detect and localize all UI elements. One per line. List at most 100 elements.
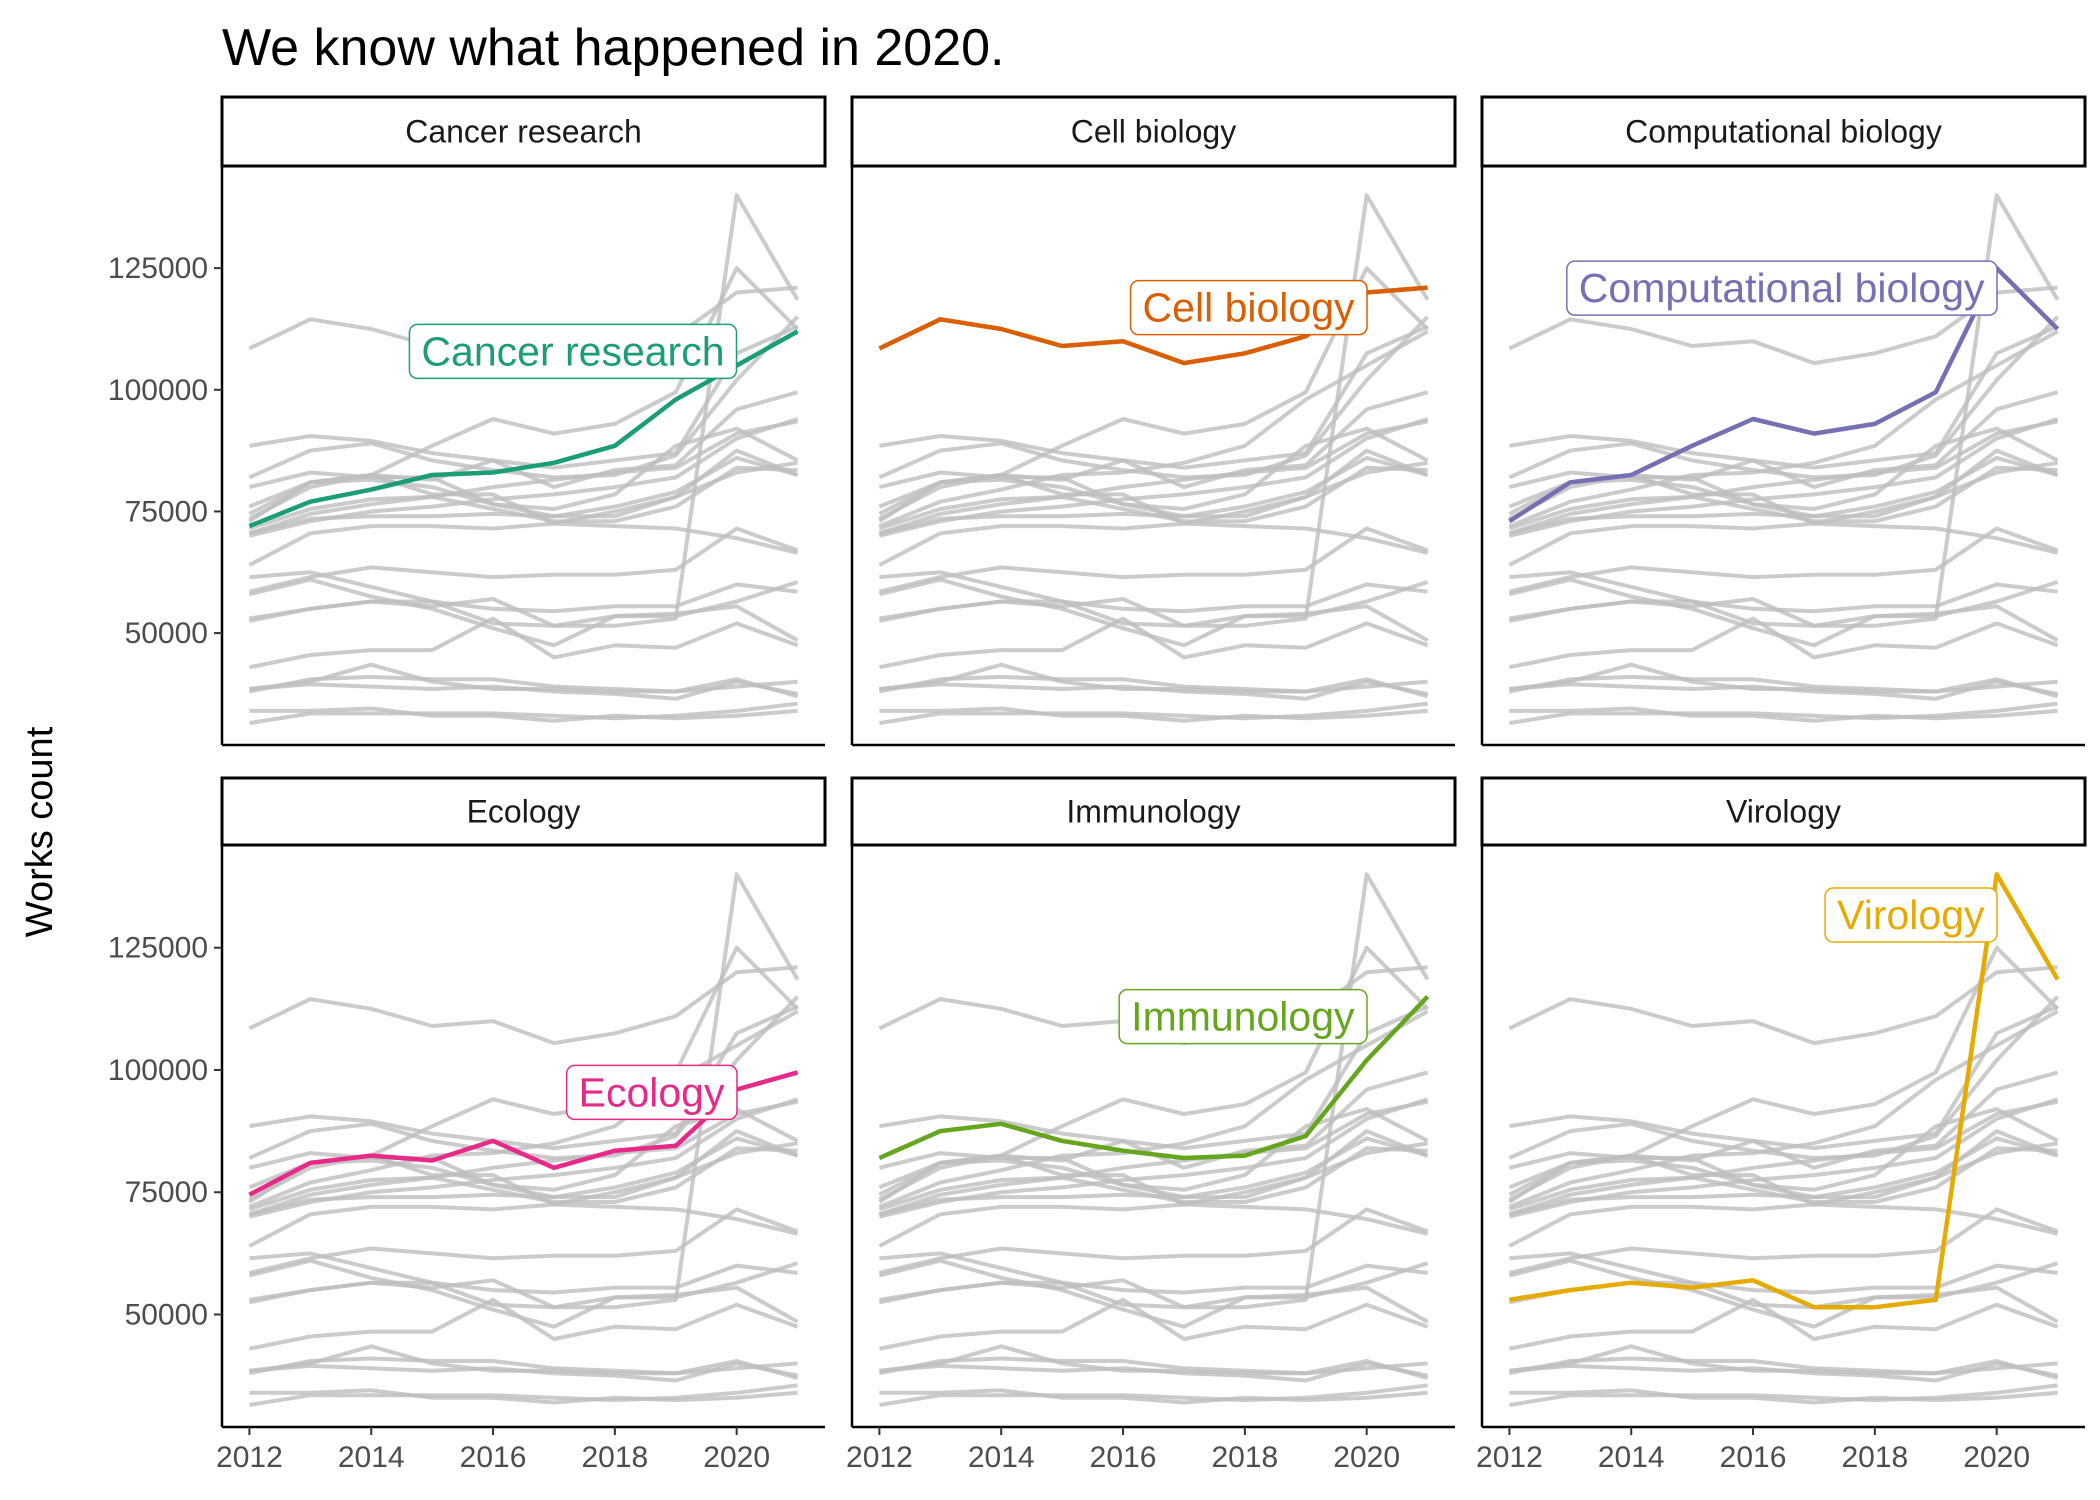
x-tick-label-2014: 2014 bbox=[968, 1441, 1035, 1474]
y-axis-label: Works count bbox=[19, 726, 61, 937]
facet-immunology: Immunology Immunology 2012 2014 2016 2018 2020 bbox=[846, 776, 1457, 1474]
background-line-21 bbox=[249, 1356, 799, 1381]
series-label-text: Cancer research bbox=[421, 328, 724, 374]
background-line-24 bbox=[249, 706, 798, 723]
background-line-14 bbox=[878, 521, 1429, 567]
series-label-box bbox=[408, 323, 738, 380]
x-tick-label-2016: 2016 bbox=[1720, 1441, 1787, 1474]
background-lines bbox=[1508, 193, 2060, 726]
background-line-19 bbox=[249, 616, 799, 670]
series-label-text: Cell biology bbox=[1143, 285, 1355, 331]
facet-strip-computational-biology bbox=[1480, 95, 2087, 168]
background-line-15 bbox=[1508, 526, 2059, 594]
y-tick-label-75000: 75000 bbox=[125, 495, 208, 528]
background-line-6 bbox=[249, 324, 799, 470]
series-label-box bbox=[1129, 279, 1368, 336]
background-line-11 bbox=[878, 1141, 1428, 1207]
background-line-7 bbox=[248, 419, 798, 536]
background-line-23 bbox=[249, 1383, 798, 1407]
facet-virology: Virology Virology 2012 2014 2016 2018 2020 bbox=[1476, 776, 2087, 1474]
background-line-14 bbox=[248, 521, 799, 567]
background-line-14 bbox=[1508, 521, 2059, 567]
background-line-19 bbox=[879, 616, 1429, 670]
x-tick-label-2020: 2020 bbox=[1333, 1441, 1400, 1474]
background-line-12 bbox=[1508, 1107, 2059, 1192]
series-label-cancer-research: Cancer research bbox=[408, 323, 738, 380]
highlight-line-virology bbox=[1509, 872, 2060, 1310]
facet-strip-label-cell-biology: Cell biology bbox=[1071, 114, 1236, 150]
background-lines bbox=[248, 872, 800, 1407]
background-line-0 bbox=[248, 1009, 799, 1209]
y-tick-label-75000: 75000 bbox=[125, 1176, 208, 1209]
background-line-1 bbox=[1508, 965, 2058, 1046]
background-line-21 bbox=[1509, 674, 2059, 699]
background-line-22 bbox=[879, 1361, 1428, 1383]
background-line-18 bbox=[249, 599, 799, 643]
background-line-22 bbox=[249, 679, 798, 701]
background-line-21 bbox=[1509, 1356, 2059, 1381]
facet-strip-cell-biology bbox=[850, 95, 1457, 168]
series-label-box bbox=[1824, 887, 1998, 943]
background-line-11 bbox=[878, 460, 1428, 526]
background-line-19 bbox=[249, 1297, 799, 1351]
x-tick-label-2016: 2016 bbox=[1090, 1441, 1157, 1474]
background-line-21 bbox=[249, 674, 799, 699]
background-line-13 bbox=[878, 448, 1429, 536]
background-line-11 bbox=[1508, 460, 2058, 526]
background-line-23 bbox=[1509, 701, 2058, 726]
background-line-24 bbox=[879, 706, 1428, 723]
background-line-23 bbox=[1509, 1383, 2058, 1407]
background-line-15 bbox=[878, 526, 1429, 594]
background-line-15 bbox=[248, 526, 799, 594]
background-line-24 bbox=[249, 1388, 798, 1405]
background-line-18 bbox=[879, 599, 1429, 643]
background-line-13 bbox=[248, 448, 799, 536]
facet-cell-biology: Cell biology Cell biology bbox=[850, 95, 1457, 747]
background-line-13 bbox=[1508, 448, 2059, 536]
background-line-11 bbox=[1508, 1141, 2058, 1207]
background-line-11 bbox=[248, 1141, 798, 1207]
background-line-23 bbox=[879, 701, 1428, 726]
background-line-22 bbox=[1509, 1361, 2058, 1383]
background-line-7 bbox=[878, 1099, 1428, 1217]
series-label-virology: Virology bbox=[1824, 887, 1998, 943]
series-label-ecology: Ecology bbox=[565, 1064, 738, 1121]
background-line-18 bbox=[879, 1280, 1429, 1324]
background-line-12 bbox=[248, 426, 799, 511]
series-label-immunology: Immunology bbox=[1118, 988, 1368, 1045]
background-line-16 bbox=[879, 570, 1428, 614]
series-label-cell-biology: Cell biology bbox=[1129, 279, 1368, 336]
background-line-24 bbox=[1509, 706, 2058, 723]
x-tick-label-2018: 2018 bbox=[581, 1441, 648, 1474]
chart-title: We know what happened in 2020. bbox=[222, 19, 1005, 77]
highlight-line-cancer-research bbox=[248, 329, 799, 529]
background-line-18 bbox=[249, 1280, 799, 1324]
background-line-24 bbox=[1509, 1388, 2058, 1405]
x-tick-label-2012: 2012 bbox=[216, 1441, 283, 1474]
facet-strip-label-virology: Virology bbox=[1726, 794, 1841, 830]
background-line-0 bbox=[1508, 1009, 2059, 1209]
x-tick-label-2012: 2012 bbox=[846, 1441, 913, 1474]
series-label-box bbox=[1566, 260, 1998, 316]
facet-strip-cancer-research bbox=[220, 95, 827, 168]
background-line-19 bbox=[879, 1297, 1429, 1351]
facet-strip-immunology bbox=[850, 776, 1457, 847]
background-line-19 bbox=[1509, 1297, 2059, 1351]
background-line-0 bbox=[1508, 329, 2059, 528]
series-label-text: Ecology bbox=[579, 1069, 725, 1115]
background-line-15 bbox=[1508, 1207, 2059, 1275]
series-label-box bbox=[1118, 988, 1368, 1045]
y-tick-label-100000: 100000 bbox=[108, 1054, 208, 1087]
facet-computational-biology: Computational biology Computational biolo… bbox=[1480, 95, 2087, 747]
series-label-text: Virology bbox=[1837, 892, 1985, 938]
highlight-line-computational-biology bbox=[1508, 265, 2060, 524]
background-line-21 bbox=[879, 1356, 1429, 1381]
series-label-computational-biology: Computational biology bbox=[1566, 260, 1998, 316]
x-tick-label-2016: 2016 bbox=[460, 1441, 527, 1474]
background-line-22 bbox=[879, 679, 1428, 701]
y-tick-label-125000: 125000 bbox=[108, 932, 208, 965]
background-line-15 bbox=[878, 1207, 1429, 1275]
background-line-13 bbox=[878, 1129, 1429, 1217]
background-line-12 bbox=[878, 1107, 1429, 1192]
